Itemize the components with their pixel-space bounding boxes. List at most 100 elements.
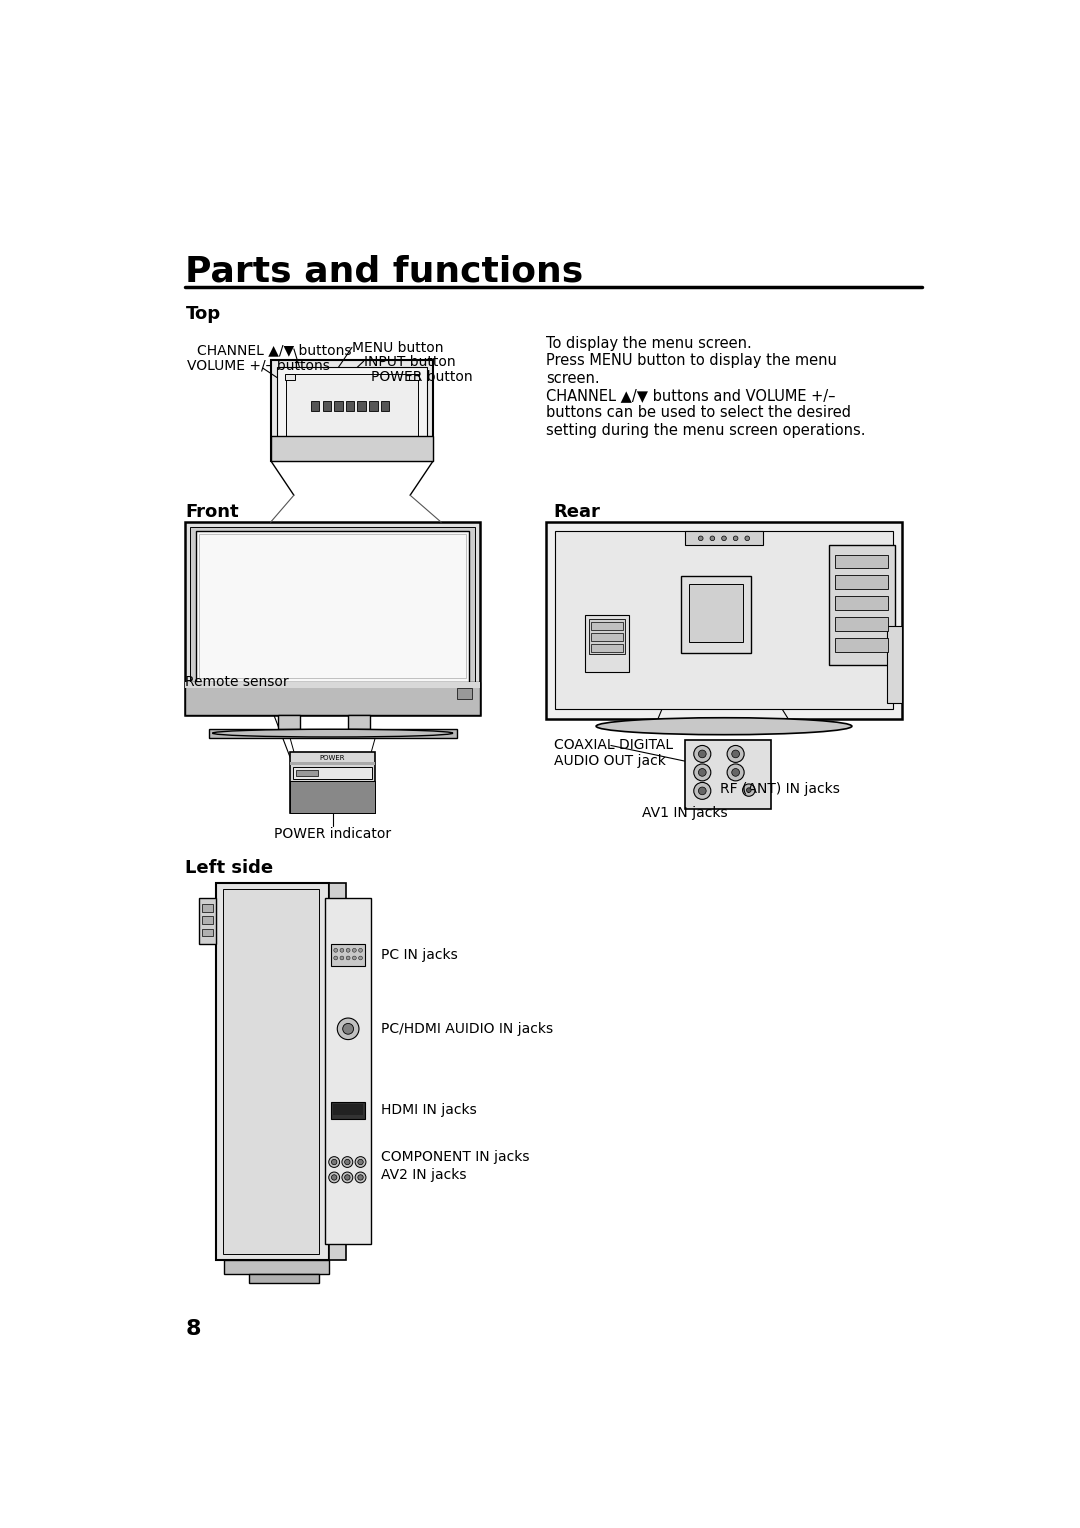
Bar <box>835 555 889 568</box>
Bar <box>271 361 433 460</box>
Bar <box>291 762 375 764</box>
Bar <box>225 1259 328 1274</box>
Circle shape <box>345 1175 350 1180</box>
Circle shape <box>352 957 356 960</box>
Bar <box>186 523 480 715</box>
Bar <box>291 752 375 813</box>
Circle shape <box>732 769 740 776</box>
Circle shape <box>746 788 751 793</box>
Circle shape <box>745 536 750 541</box>
Bar <box>197 532 469 681</box>
Bar <box>408 374 419 380</box>
Bar <box>681 576 751 652</box>
Bar <box>555 532 893 709</box>
Bar <box>293 767 373 779</box>
Circle shape <box>710 536 715 541</box>
Bar <box>291 781 375 813</box>
Bar <box>591 633 623 640</box>
Circle shape <box>699 536 703 541</box>
Circle shape <box>699 750 706 758</box>
Bar <box>284 374 296 380</box>
Circle shape <box>340 957 343 960</box>
Circle shape <box>693 746 711 762</box>
Bar <box>216 883 328 1259</box>
Circle shape <box>699 787 706 795</box>
Text: 8: 8 <box>186 1319 201 1339</box>
Bar <box>202 929 213 937</box>
Bar <box>348 715 369 729</box>
Text: AV1 IN jacks: AV1 IN jacks <box>642 805 728 819</box>
Circle shape <box>342 1157 353 1167</box>
Text: Front: Front <box>186 503 239 521</box>
Text: POWER indicator: POWER indicator <box>274 827 391 840</box>
Circle shape <box>332 1175 337 1180</box>
Bar <box>545 523 902 718</box>
Bar <box>685 740 770 810</box>
Ellipse shape <box>213 729 453 736</box>
Text: INPUT button: INPUT button <box>364 354 456 370</box>
Bar <box>590 619 625 654</box>
Circle shape <box>334 949 338 952</box>
Circle shape <box>332 1160 337 1164</box>
Bar <box>311 400 320 411</box>
Bar <box>291 781 375 813</box>
Bar <box>208 729 457 738</box>
Circle shape <box>334 957 338 960</box>
Circle shape <box>347 949 350 952</box>
Circle shape <box>743 784 755 796</box>
Bar <box>685 532 762 545</box>
Bar <box>296 770 318 776</box>
Bar <box>328 883 346 1259</box>
Circle shape <box>727 764 744 781</box>
Circle shape <box>699 769 706 776</box>
Circle shape <box>359 957 363 960</box>
Bar <box>689 584 743 642</box>
Text: COAXIAL DIGITAL
AUDIO OUT jack: COAXIAL DIGITAL AUDIO OUT jack <box>554 738 673 769</box>
Bar <box>457 689 472 700</box>
Text: PC IN jacks: PC IN jacks <box>380 947 458 963</box>
Bar <box>835 575 889 590</box>
Text: COMPONENT IN jacks: COMPONENT IN jacks <box>380 1149 529 1164</box>
Bar <box>584 614 630 672</box>
Circle shape <box>337 1018 359 1039</box>
Circle shape <box>732 750 740 758</box>
Circle shape <box>727 746 744 762</box>
Circle shape <box>328 1157 339 1167</box>
Circle shape <box>357 1160 363 1164</box>
Text: Parts and functions: Parts and functions <box>186 255 583 289</box>
Bar <box>190 527 475 711</box>
Circle shape <box>328 1172 339 1183</box>
Bar <box>276 367 428 443</box>
Text: Left side: Left side <box>186 859 273 877</box>
Bar <box>357 400 366 411</box>
Bar <box>346 400 354 411</box>
Bar <box>325 898 372 1244</box>
Bar <box>200 898 216 944</box>
Circle shape <box>693 782 711 799</box>
Bar <box>186 683 480 689</box>
Bar <box>887 626 902 703</box>
Circle shape <box>693 764 711 781</box>
Bar <box>334 400 342 411</box>
Bar <box>835 617 889 631</box>
Bar <box>271 435 433 460</box>
Circle shape <box>347 957 350 960</box>
Circle shape <box>355 1172 366 1183</box>
Text: VOLUME +/– buttons: VOLUME +/– buttons <box>187 359 329 373</box>
Text: AV2 IN jacks: AV2 IN jacks <box>380 1167 467 1183</box>
Circle shape <box>352 949 356 952</box>
Bar <box>186 683 480 715</box>
Bar <box>202 905 213 912</box>
Bar <box>332 1102 365 1118</box>
Circle shape <box>340 949 343 952</box>
Bar <box>286 374 418 437</box>
Bar <box>591 643 623 651</box>
Text: To display the menu screen.
Press MENU button to display the menu
screen.
CHANNE: To display the menu screen. Press MENU b… <box>545 336 865 439</box>
Circle shape <box>342 1172 353 1183</box>
Circle shape <box>733 536 738 541</box>
Bar <box>248 1274 319 1284</box>
Text: HDMI IN jacks: HDMI IN jacks <box>380 1103 476 1117</box>
Bar <box>369 400 378 411</box>
Text: MENU button: MENU button <box>352 341 444 354</box>
Bar <box>222 889 320 1253</box>
